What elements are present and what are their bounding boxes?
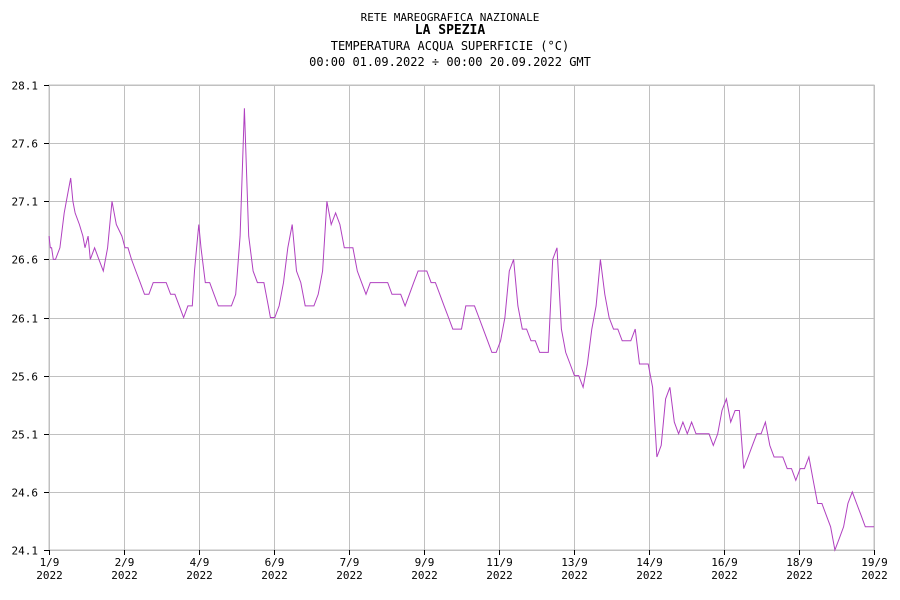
quantity-title: TEMPERATURA ACQUA SUPERFICIE (°C): [330, 39, 570, 53]
x-tick-label-year: 2022: [486, 569, 513, 582]
x-tick-label-day: 6/9: [265, 556, 285, 569]
x-tick-label-year: 2022: [36, 569, 63, 582]
station-title: LA SPEZIA: [414, 23, 486, 38]
y-tick-label: 28.1: [12, 80, 39, 93]
x-tick-label-day: 1/9: [40, 556, 60, 569]
y-tick-label: 25.6: [12, 371, 39, 384]
x-tick-label-day: 7/9: [340, 556, 360, 569]
x-tick-label-year: 2022: [261, 569, 288, 582]
y-tick-label: 27.6: [12, 138, 39, 151]
x-tick-label-day: 19/9: [861, 556, 888, 569]
plot-frame: [48, 84, 875, 551]
x-tick-label-year: 2022: [786, 569, 813, 582]
network-title: RETE MAREOGRAFICA NAZIONALE: [360, 11, 540, 24]
temperature-series-line: [48, 108, 874, 552]
x-tick-label-day: 2/9: [115, 556, 135, 569]
y-tick-label: 24.1: [12, 545, 39, 558]
y-tick-label: 25.1: [12, 429, 39, 442]
y-tick-label: 27.1: [12, 196, 39, 209]
x-tick-label-year: 2022: [336, 569, 363, 582]
x-tick-label-year: 2022: [111, 569, 138, 582]
x-tick-label-day: 11/9: [486, 556, 513, 569]
x-tick-label-year: 2022: [186, 569, 213, 582]
x-tick-label-day: 16/9: [711, 556, 738, 569]
x-tick-label-year: 2022: [636, 569, 663, 582]
x-tick-label-year: 2022: [561, 569, 588, 582]
y-tick-label: 26.6: [12, 254, 39, 267]
x-tick-label-year: 2022: [861, 569, 888, 582]
x-tick-label-day: 4/9: [190, 556, 210, 569]
x-tick-label-year: 2022: [411, 569, 438, 582]
x-tick-label-day: 9/9: [415, 556, 435, 569]
x-tick-label-day: 13/9: [561, 556, 588, 569]
x-tick-label-day: 18/9: [786, 556, 813, 569]
x-tick-label-year: 2022: [711, 569, 738, 582]
y-tick-label: 26.1: [12, 313, 39, 326]
period-title: 00:00 01.09.2022 ÷ 00:00 20.09.2022 GMT: [309, 55, 591, 69]
y-tick-label: 24.6: [12, 487, 39, 500]
x-tick-label-day: 14/9: [636, 556, 663, 569]
